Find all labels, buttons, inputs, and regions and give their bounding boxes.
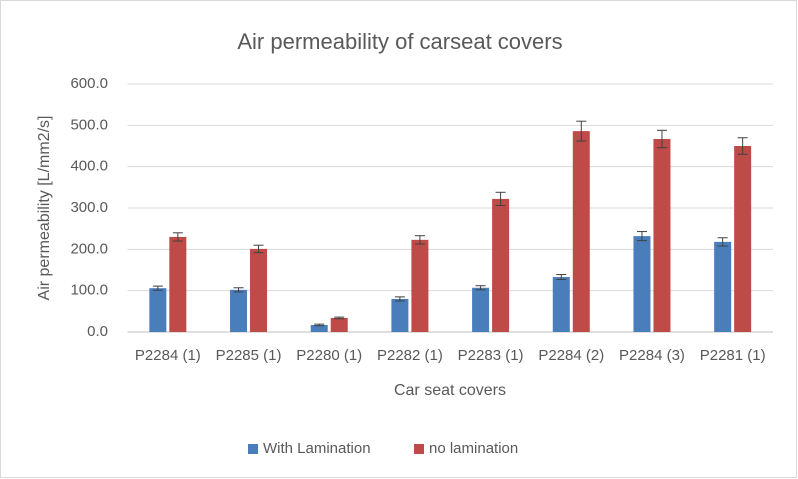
bar xyxy=(330,317,348,332)
legend-label: With Lamination xyxy=(263,440,371,457)
bar xyxy=(391,298,409,332)
legend-swatch xyxy=(414,444,424,454)
bar xyxy=(633,236,651,332)
x-tick-label: P2282 (1) xyxy=(377,347,443,364)
chart-title: Air permeability of carseat covers xyxy=(237,29,562,54)
x-tick-label: P2281 (1) xyxy=(700,347,766,364)
y-tick-label: 500.0 xyxy=(70,116,108,133)
x-axis-title: Car seat covers xyxy=(394,382,506,399)
y-axis-title: Air permeability [L/mm2/s] xyxy=(36,116,53,301)
bar xyxy=(734,146,752,332)
legend-swatch xyxy=(248,444,258,454)
bar xyxy=(492,198,510,332)
y-tick-label: 400.0 xyxy=(70,158,108,175)
bar xyxy=(714,241,732,332)
bar xyxy=(572,131,590,332)
y-tick-label: 0.0 xyxy=(87,323,108,340)
y-tick-label: 600.0 xyxy=(70,75,108,92)
bar xyxy=(552,277,570,332)
x-tick-label: P2285 (1) xyxy=(216,347,282,364)
y-tick-label: 100.0 xyxy=(70,282,108,299)
bar xyxy=(149,288,167,332)
y-tick-label: 300.0 xyxy=(70,199,108,216)
bar xyxy=(411,239,429,332)
x-tick-label: P2284 (1) xyxy=(135,347,201,364)
y-tick-label: 200.0 xyxy=(70,240,108,257)
bar xyxy=(169,236,187,332)
x-tick-label: P2283 (1) xyxy=(458,347,524,364)
x-tick-label: P2284 (2) xyxy=(538,347,604,364)
bar xyxy=(250,248,268,332)
bar xyxy=(472,287,490,332)
bar xyxy=(653,138,671,332)
legend-label: no lamination xyxy=(429,440,518,457)
bar xyxy=(310,324,328,332)
x-tick-label: P2280 (1) xyxy=(296,347,362,364)
bar xyxy=(230,289,248,332)
x-tick-label: P2284 (3) xyxy=(619,347,685,364)
